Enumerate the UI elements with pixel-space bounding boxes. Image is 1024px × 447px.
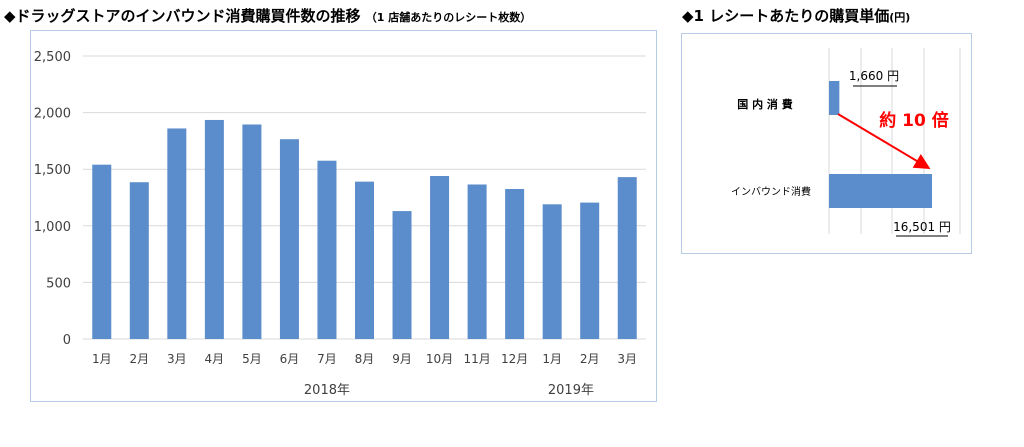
bar-13 <box>542 204 562 339</box>
value-label-inbound: 16,501 円 <box>893 220 951 234</box>
bar-5 <box>242 124 262 340</box>
y-tick-label: 1,000 <box>34 220 71 235</box>
y-tick-label: 500 <box>46 276 71 291</box>
unit-price-heading: ◆1 レシートあたりの購買単価(円) <box>682 7 910 27</box>
bar-10 <box>430 175 450 339</box>
monthly-receipts-chart-panel: 0 500 1,000 1,500 2,000 2,500 1月 2月 3月 4月 5月 6月 7月 8月… <box>30 30 657 402</box>
bar-4 <box>204 119 224 339</box>
year-label-2018: 2018年 <box>304 383 350 398</box>
x-tick-label: 8月 <box>355 352 375 366</box>
y-tick-label: 2,500 <box>34 50 71 65</box>
bar-15 <box>617 177 637 339</box>
x-tick-label: 9月 <box>392 352 412 366</box>
x-tick-label: 2月 <box>580 352 600 366</box>
multiplier-annotation: 約 10 倍 <box>879 110 949 131</box>
bar-domestic <box>829 81 840 115</box>
bar-8 <box>355 181 374 339</box>
monthly-chart-subtitle: （1 店舗あたりのレシート枚数） <box>365 11 532 24</box>
monthly-chart-heading: ◆ドラッグストアのインバウンド消費購買件数の推移 （1 店舗あたりのレシート枚数… <box>4 7 531 27</box>
y-tick-label: 1,500 <box>34 163 71 178</box>
x-tick-label: 12月 <box>501 352 528 366</box>
bar-14 <box>580 202 600 339</box>
bar-9 <box>392 211 412 339</box>
bar-6 <box>279 139 299 339</box>
x-tick-label: 3月 <box>617 352 637 366</box>
y-tick-label: 0 <box>63 333 71 348</box>
x-tick-label: 5月 <box>242 352 262 366</box>
x-tick-label: 1月 <box>542 352 562 366</box>
x-tick-label: 1月 <box>92 352 112 366</box>
bar-11 <box>467 184 487 339</box>
comparison-arrow <box>837 113 931 170</box>
x-tick-label: 4月 <box>205 352 225 366</box>
bar-12 <box>505 189 525 339</box>
x-tick-label: 11月 <box>463 352 490 366</box>
unit-price-chart-panel: 国 内 消 費インバウンド消費 1,660 円 16,501 円 約 10 倍 <box>681 33 972 254</box>
year-label-2019: 2019年 <box>548 383 594 398</box>
x-tick-label: 10月 <box>426 352 453 366</box>
bar-1 <box>92 164 112 339</box>
category-label-domestic: 国 内 消 費 <box>737 97 793 111</box>
x-tick-label: 2月 <box>129 352 149 366</box>
monthly-receipts-bar-chart: 0 500 1,000 1,500 2,000 2,500 1月 2月 3月 4月 5月 6月 7月 8月… <box>34 50 646 398</box>
unit-price-title: ◆1 レシートあたりの購買単価 <box>682 7 890 25</box>
unit-price-unit: (円) <box>889 11 911 24</box>
bar-3 <box>167 128 187 339</box>
monthly-chart-title: ◆ドラッグストアのインバウンド消費購買件数の推移 <box>4 7 361 25</box>
value-label-domestic: 1,660 円 <box>849 69 899 83</box>
x-tick-label: 7月 <box>317 352 337 366</box>
bar-7 <box>317 160 337 339</box>
y-tick-label: 2,000 <box>34 107 71 122</box>
bar-2 <box>129 182 149 339</box>
bar-inbound <box>829 174 932 208</box>
x-tick-label: 6月 <box>280 352 300 366</box>
category-label-inbound: インバウンド消費 <box>731 185 811 198</box>
x-tick-label: 3月 <box>167 352 187 366</box>
